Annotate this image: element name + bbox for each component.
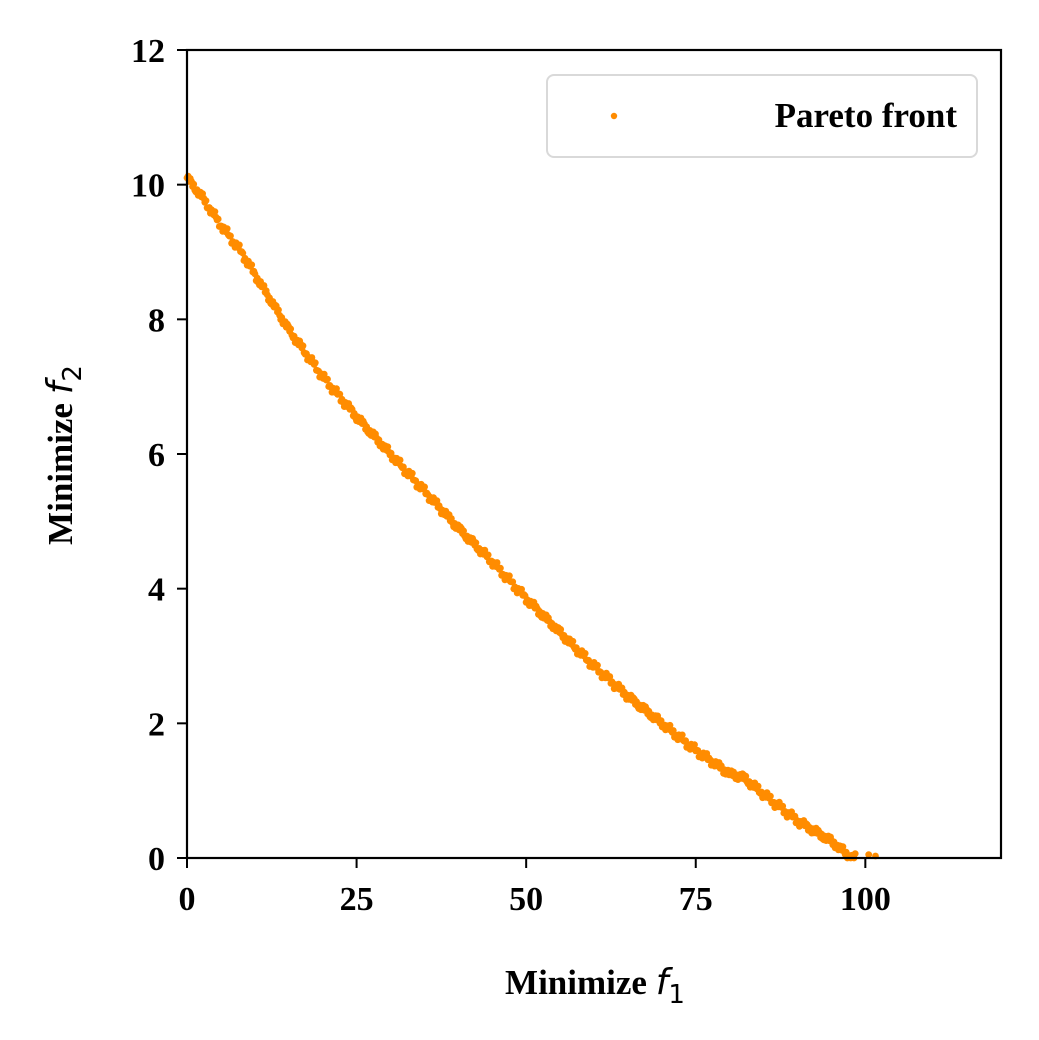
y-tick-label: 4: [148, 572, 165, 609]
pareto-point: [223, 225, 231, 233]
pareto-point: [211, 208, 219, 216]
pareto-point: [594, 661, 601, 669]
pareto-point: [387, 449, 395, 457]
axis-ticks: 0 25 50 75 100 0 2 4 6 8 10 12: [131, 33, 891, 918]
x-tick-label: 25: [340, 881, 374, 918]
pareto-point: [311, 359, 319, 367]
pareto-point: [421, 483, 428, 491]
pareto-point: [324, 375, 331, 383]
pareto-point: [569, 637, 577, 645]
scatter-points: [183, 172, 879, 862]
pareto-point: [202, 197, 210, 205]
x-tick-label: 75: [679, 881, 713, 918]
pareto-point: [581, 650, 589, 657]
legend-marker: [610, 112, 618, 120]
pareto-point: [227, 232, 234, 240]
x-tick-label: 100: [840, 881, 891, 918]
pareto-point: [248, 261, 256, 269]
pareto-point: [497, 564, 504, 572]
y-tick-label: 8: [148, 302, 165, 339]
pareto-point: [742, 772, 750, 780]
pareto-point: [678, 731, 686, 739]
pareto-point: [472, 539, 480, 547]
pareto-point: [214, 215, 222, 223]
pareto-point: [606, 673, 614, 680]
pareto-point: [190, 180, 198, 188]
pareto-point: [691, 741, 698, 749]
pareto-point: [484, 551, 492, 559]
pareto-point: [460, 527, 467, 535]
pareto-point: [493, 559, 501, 566]
pareto-point: [754, 782, 762, 790]
pareto-point: [408, 469, 416, 477]
pareto-point: [333, 385, 340, 392]
pareto-point: [509, 578, 517, 586]
legend-box: [546, 74, 978, 158]
pareto-point: [239, 249, 247, 257]
y-tick-label: 12: [131, 33, 165, 70]
x-tick-label: 0: [179, 881, 196, 918]
pareto-point: [518, 585, 525, 593]
legend: Pareto front: [546, 74, 978, 158]
y-tick-label: 0: [148, 841, 165, 878]
pareto-point: [275, 306, 282, 314]
pareto-point: [336, 390, 344, 398]
pareto-point: [396, 456, 404, 464]
pareto-point: [865, 851, 873, 858]
pareto-point: [669, 727, 677, 734]
y-axis-label: Minimize f2: [40, 365, 88, 545]
pareto-point: [851, 850, 859, 857]
y-tick-label: 2: [148, 706, 165, 743]
legend-label: Pareto front: [775, 96, 958, 135]
y-tick-label: 6: [148, 437, 165, 474]
pareto-point: [384, 443, 392, 451]
pareto-point: [287, 325, 295, 333]
pareto-point: [767, 792, 774, 800]
x-axis-label: Minimize f1: [505, 962, 685, 1010]
y-tick-label: 10: [131, 168, 165, 205]
pareto-point: [299, 342, 307, 350]
pareto-point: [779, 802, 787, 810]
pareto-point: [506, 572, 513, 580]
x-tick-label: 50: [509, 881, 543, 918]
pareto-point: [260, 282, 268, 289]
plot-frame: [185, 48, 1003, 860]
pareto-point: [236, 241, 243, 249]
